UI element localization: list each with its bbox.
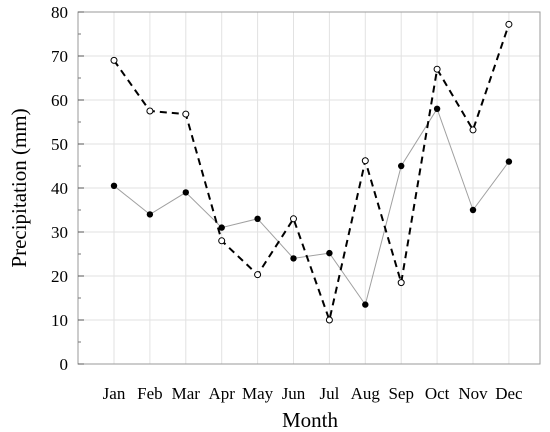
series-1: [110, 105, 513, 308]
data-point: [398, 162, 405, 170]
x-tick-label: Jul: [319, 384, 339, 403]
x-tick-label: Oct: [425, 384, 450, 403]
y-axis-title: Precipitation (mm): [7, 108, 31, 267]
y-tick-label: 30: [51, 223, 68, 242]
y-tick-label: 20: [51, 267, 68, 286]
data-point: [469, 206, 477, 214]
data-point: [254, 215, 261, 222]
data-point: [505, 20, 513, 28]
x-tick-label: Aug: [351, 384, 381, 403]
data-point: [326, 249, 333, 257]
y-tick-label: 70: [51, 47, 68, 66]
data-point: [361, 157, 369, 165]
x-tick-label: Mar: [172, 384, 201, 403]
data-point: [182, 110, 190, 118]
y-tick-label: 80: [51, 3, 68, 22]
y-tick-label: 40: [51, 179, 68, 198]
x-tick-label: Feb: [137, 384, 163, 403]
y-tick-label: 0: [60, 355, 69, 374]
x-tick-label: Dec: [495, 384, 523, 403]
data-point: [362, 301, 369, 308]
x-tick-label: Jun: [282, 384, 306, 403]
data-point: [505, 158, 513, 165]
y-axis-ticks: 0 10 20 30 40 50 60 70 80: [51, 3, 84, 374]
x-tick-label: May: [242, 384, 274, 403]
data-point: [218, 224, 225, 231]
data-point: [290, 255, 297, 262]
y-tick-label: 60: [51, 91, 68, 110]
data-point: [110, 182, 118, 189]
series-layer: [110, 20, 513, 324]
data-point: [218, 237, 226, 245]
series-line: [113, 23, 510, 324]
data-point: [397, 279, 405, 287]
x-axis-ticks: Jan Feb Mar Apr May Jun Jul Aug Sep Oct Nov Dec: [103, 384, 523, 403]
data-point: [433, 105, 441, 113]
x-tick-label: Sep: [388, 384, 414, 403]
y-tick-label: 10: [51, 311, 68, 330]
x-tick-label: Nov: [458, 384, 488, 403]
data-point: [146, 211, 154, 218]
y-tick-label: 50: [51, 135, 68, 154]
x-axis-title: Month: [282, 408, 339, 432]
x-tick-label: Jan: [103, 384, 126, 403]
series-2: [110, 20, 513, 324]
data-point: [469, 126, 477, 134]
x-tick-label: Apr: [208, 384, 235, 403]
gridlines: [78, 11, 540, 365]
series-line: [113, 107, 510, 306]
data-point: [325, 316, 333, 324]
data-point: [290, 215, 297, 223]
data-point: [433, 65, 441, 73]
data-point: [182, 189, 189, 196]
data-point: [110, 56, 118, 64]
data-point: [146, 107, 154, 115]
data-point: [254, 271, 262, 279]
